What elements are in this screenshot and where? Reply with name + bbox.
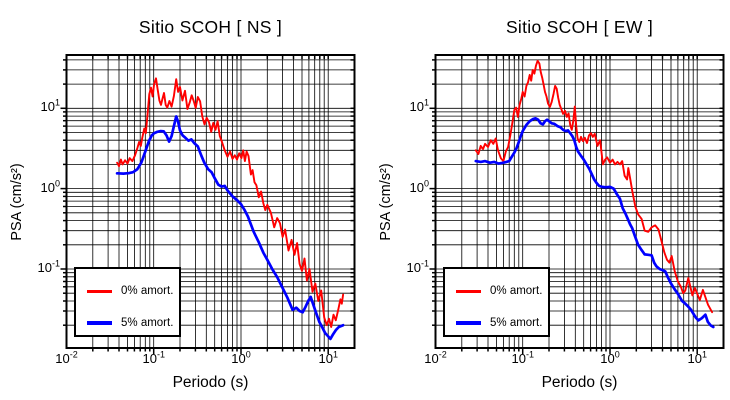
series-line-0pct [116,77,345,328]
series-line-5pct [115,115,345,341]
plot-frame [65,54,356,349]
plot-frame [434,54,725,349]
series-line-0pct [474,59,714,314]
series-line-5pct [474,116,715,329]
